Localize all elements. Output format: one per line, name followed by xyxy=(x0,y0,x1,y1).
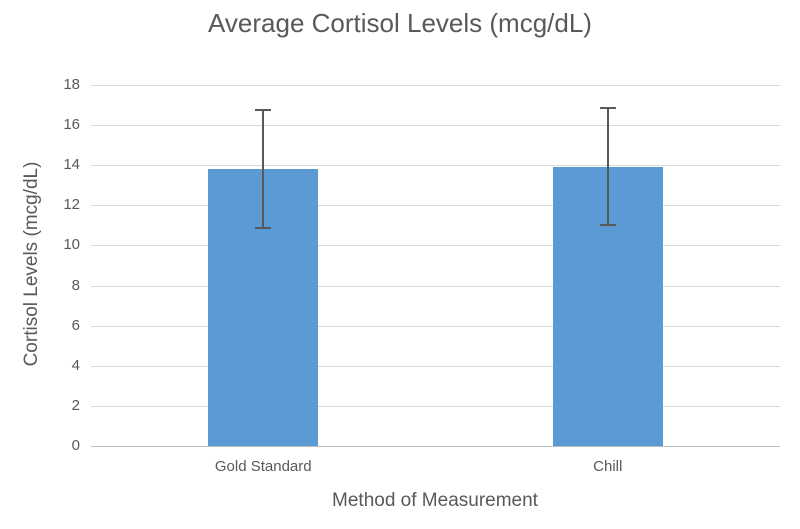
y-tick-label-2: 2 xyxy=(71,396,80,414)
x-tick-label-gold-standard: Gold Standard xyxy=(214,458,312,475)
x-axis-title: Method of Measurement xyxy=(332,490,538,511)
y-tick-label-16: 16 xyxy=(63,116,80,134)
plot-area xyxy=(91,85,780,447)
gridline-y-4 xyxy=(91,365,780,367)
error-bar-bottom-cap-gold-standard xyxy=(255,227,272,230)
gridline-y-2 xyxy=(91,405,780,407)
gridline-y-8 xyxy=(91,285,780,287)
y-tick-label-14: 14 xyxy=(63,156,80,174)
gridline-y-10 xyxy=(91,245,780,247)
chart-title: Average Cortisol Levels (mcg/dL) xyxy=(208,8,592,38)
y-tick-label-10: 10 xyxy=(63,236,80,254)
error-bar-bottom-cap-chill xyxy=(599,224,616,227)
error-bar-top-cap-gold-standard xyxy=(255,109,272,112)
y-tick-label-6: 6 xyxy=(71,316,80,334)
y-tick-label-8: 8 xyxy=(71,276,80,294)
gridline-y-14 xyxy=(91,165,780,167)
y-tick-label-12: 12 xyxy=(63,196,80,214)
y-axis-title: Cortisol Levels (mcg/dL) xyxy=(21,161,42,367)
x-axis-line xyxy=(91,446,780,447)
gridline-y-12 xyxy=(91,205,780,207)
gridline-y-18 xyxy=(91,85,780,86)
y-tick-label-4: 4 xyxy=(71,356,80,374)
gridline-y-16 xyxy=(91,125,780,127)
error-bar-line-gold-standard xyxy=(262,110,265,229)
y-tick-label-18: 18 xyxy=(63,76,80,93)
y-tick-label-0: 0 xyxy=(71,437,80,454)
gridline-y-6 xyxy=(91,325,780,327)
error-bar-top-cap-chill xyxy=(599,107,616,110)
x-tick-label-chill: Chill xyxy=(593,458,623,475)
error-bar-line-chill xyxy=(606,108,609,226)
